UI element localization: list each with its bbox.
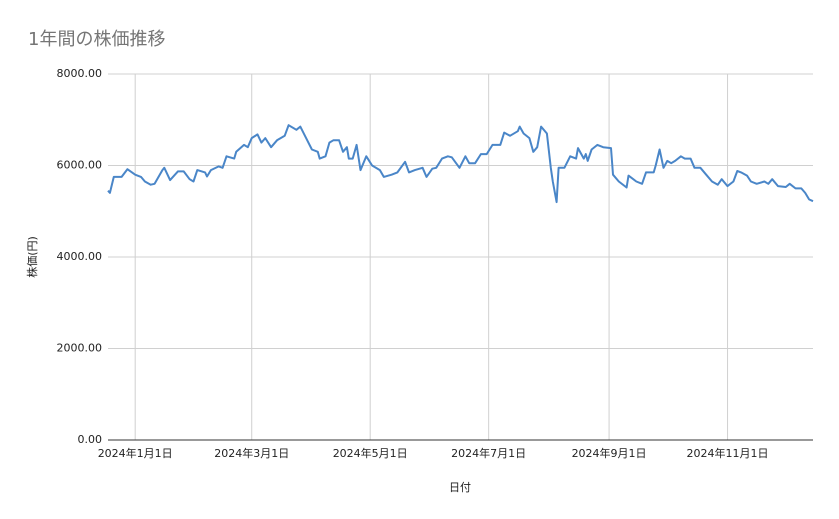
y-tick-label: 8000.00	[57, 67, 103, 80]
chart-title: 1年間の株価推移	[28, 29, 165, 50]
x-axis-label: 日付	[449, 481, 471, 494]
x-tick-label: 2024年7月1日	[451, 446, 526, 460]
y-tick-label: 6000.00	[57, 159, 103, 172]
x-tick-label: 2024年1月1日	[98, 446, 173, 460]
x-tick-label: 2024年9月1日	[572, 446, 647, 460]
y-tick-label: 4000.00	[57, 250, 103, 263]
y-tick-label: 0.00	[78, 433, 103, 446]
x-tick-label: 2024年3月1日	[214, 446, 289, 460]
line	[107, 124, 814, 204]
y-axis-label: 株価(円)	[25, 236, 39, 278]
x-tick-label: 2024年11月1日	[687, 446, 769, 460]
y-tick-label: 2000.00	[57, 342, 103, 355]
x-tick-label: 2024年5月1日	[333, 446, 408, 460]
